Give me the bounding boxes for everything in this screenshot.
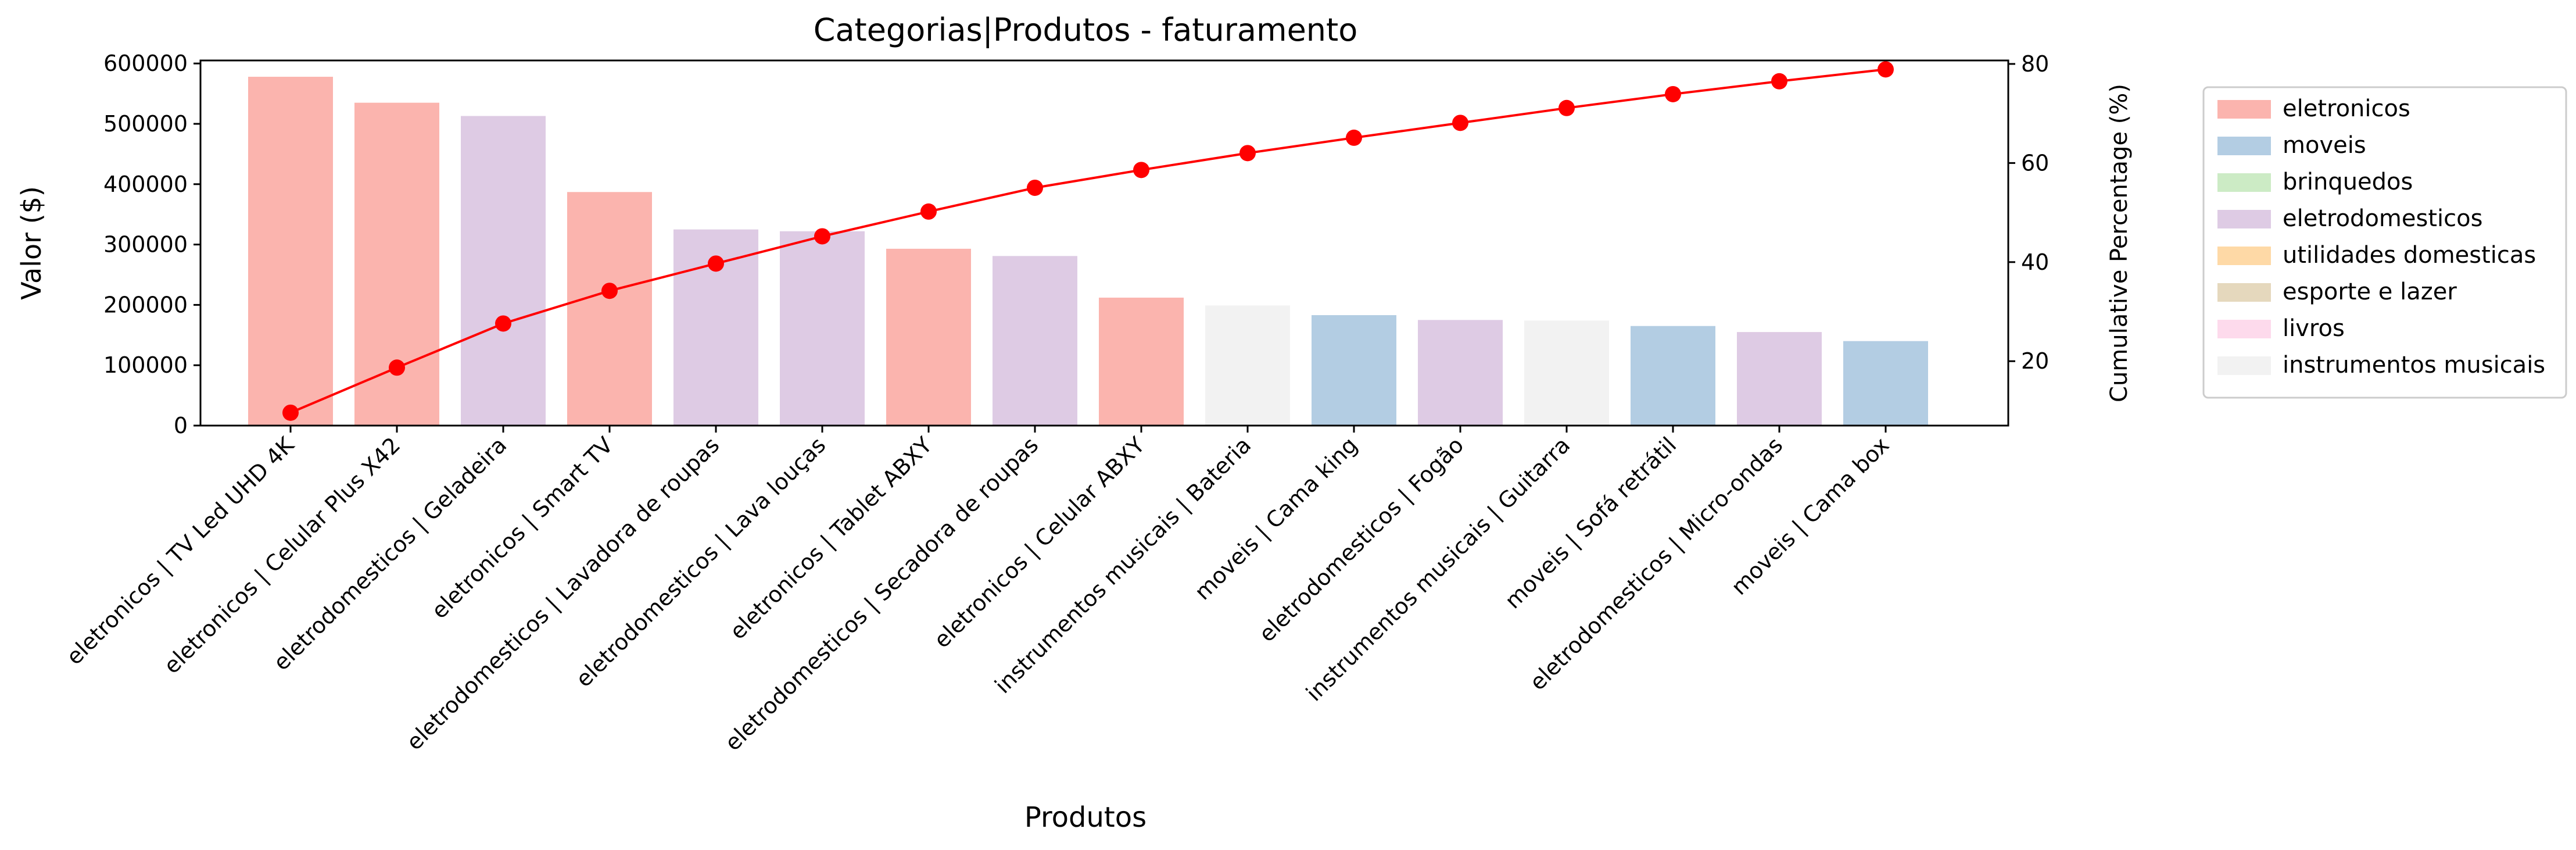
legend-swatch (2217, 247, 2271, 265)
cumulative-point (1346, 129, 1362, 146)
cumulative-percentage-series (282, 61, 1894, 421)
bar (780, 231, 865, 426)
x-tick-label: eletrodomesticos | Geladeira (268, 432, 512, 676)
y2-tick-label: 80 (2021, 51, 2049, 77)
legend-label: livros (2283, 315, 2345, 342)
y-tick-label: 200000 (103, 292, 188, 317)
x-tick-label: moveis | Sofá retrátil (1500, 432, 1682, 614)
bar (1312, 315, 1396, 426)
y-tick-label: 600000 (103, 51, 188, 76)
x-tick-label: eletrodomesticos | Fogão (1254, 432, 1469, 647)
cumulative-point (1559, 99, 1575, 116)
legend-label: eletrodomesticos (2283, 205, 2482, 232)
cumulative-point (1027, 179, 1043, 196)
y2-tick-label: 20 (2021, 348, 2049, 374)
legend-swatch (2217, 137, 2271, 155)
bar (567, 192, 652, 426)
plot-frame (199, 59, 2009, 427)
cumulative-point (1239, 145, 1256, 162)
y-axis-right: 20 40 60 80 (2008, 51, 2049, 374)
cumulative-point (389, 359, 405, 376)
y-tick-label: 400000 (103, 172, 188, 197)
chart-title: Categorias|Produtos - faturamento (814, 12, 1358, 48)
y-tick-label: 300000 (103, 232, 188, 258)
bar (354, 102, 439, 426)
cumulative-point (601, 283, 618, 299)
x-tick-label: eletronicos | TV Led UHD 4K (62, 431, 300, 670)
cumulative-point (1665, 85, 1681, 102)
cumulative-point (282, 404, 299, 421)
legend-swatch (2217, 210, 2271, 228)
legend-label: eletronicos (2283, 95, 2410, 122)
legend-label: instrumentos musicais (2283, 352, 2545, 378)
x-tick-label: eletronicos | Tablet ABXY (725, 432, 937, 645)
bar (1099, 297, 1184, 426)
bar (1205, 305, 1290, 426)
cumulative-point (495, 315, 511, 332)
y-axis-label: Valor ($) (16, 186, 47, 300)
bar (1843, 341, 1928, 426)
cumulative-point (814, 228, 830, 245)
legend: eletronicos moveis brinquedos eletrodomesti… (2202, 86, 2567, 399)
bar (1631, 326, 1715, 426)
cumulative-point (708, 255, 724, 272)
legend-swatch (2217, 173, 2271, 192)
bar (886, 248, 971, 426)
bar (1418, 320, 1503, 426)
legend-frame (2202, 86, 2567, 399)
bar (461, 116, 546, 426)
y-tick-label: 500000 (103, 111, 188, 137)
legend-label: esporte e lazer (2283, 278, 2457, 305)
legend-label: moveis (2283, 132, 2366, 159)
cumulative-point (920, 203, 937, 220)
bar (248, 77, 333, 426)
y-tick-label: 100000 (103, 352, 188, 378)
legend-swatch (2217, 283, 2271, 302)
x-axis-label: Produtos (1024, 801, 1147, 834)
cumulative-point (1878, 61, 1894, 78)
x-tick-label: eletronicos | Smart TV (427, 432, 618, 624)
cumulative-point (1771, 73, 1787, 90)
y2-tick-label: 40 (2021, 249, 2049, 275)
legend-label: utilidades domesticas (2283, 242, 2536, 269)
y-axis-left: 0 100000 200000 300000 400000 500000 600000 (103, 51, 200, 438)
cumulative-line (290, 68, 1886, 414)
x-tick-label: eletronicos | Celular Plus X42 (159, 432, 406, 679)
legend-swatch (2217, 320, 2271, 338)
y2-axis-label: Cumulative Percentage (%) (2106, 84, 2133, 402)
legend-label: brinquedos (2283, 169, 2413, 195)
bar (993, 256, 1077, 426)
x-tick-label: eletronicos | Celular ABXY (929, 432, 1151, 653)
y2-tick-label: 60 (2021, 150, 2049, 176)
cumulative-point (1133, 162, 1149, 178)
legend-swatch (2217, 356, 2271, 375)
legend-swatch (2217, 100, 2271, 119)
bar (1524, 320, 1609, 426)
bar-series (248, 77, 1928, 426)
y-tick-label: 0 (174, 413, 188, 438)
cumulative-point (1452, 115, 1468, 131)
bar (1737, 332, 1822, 426)
